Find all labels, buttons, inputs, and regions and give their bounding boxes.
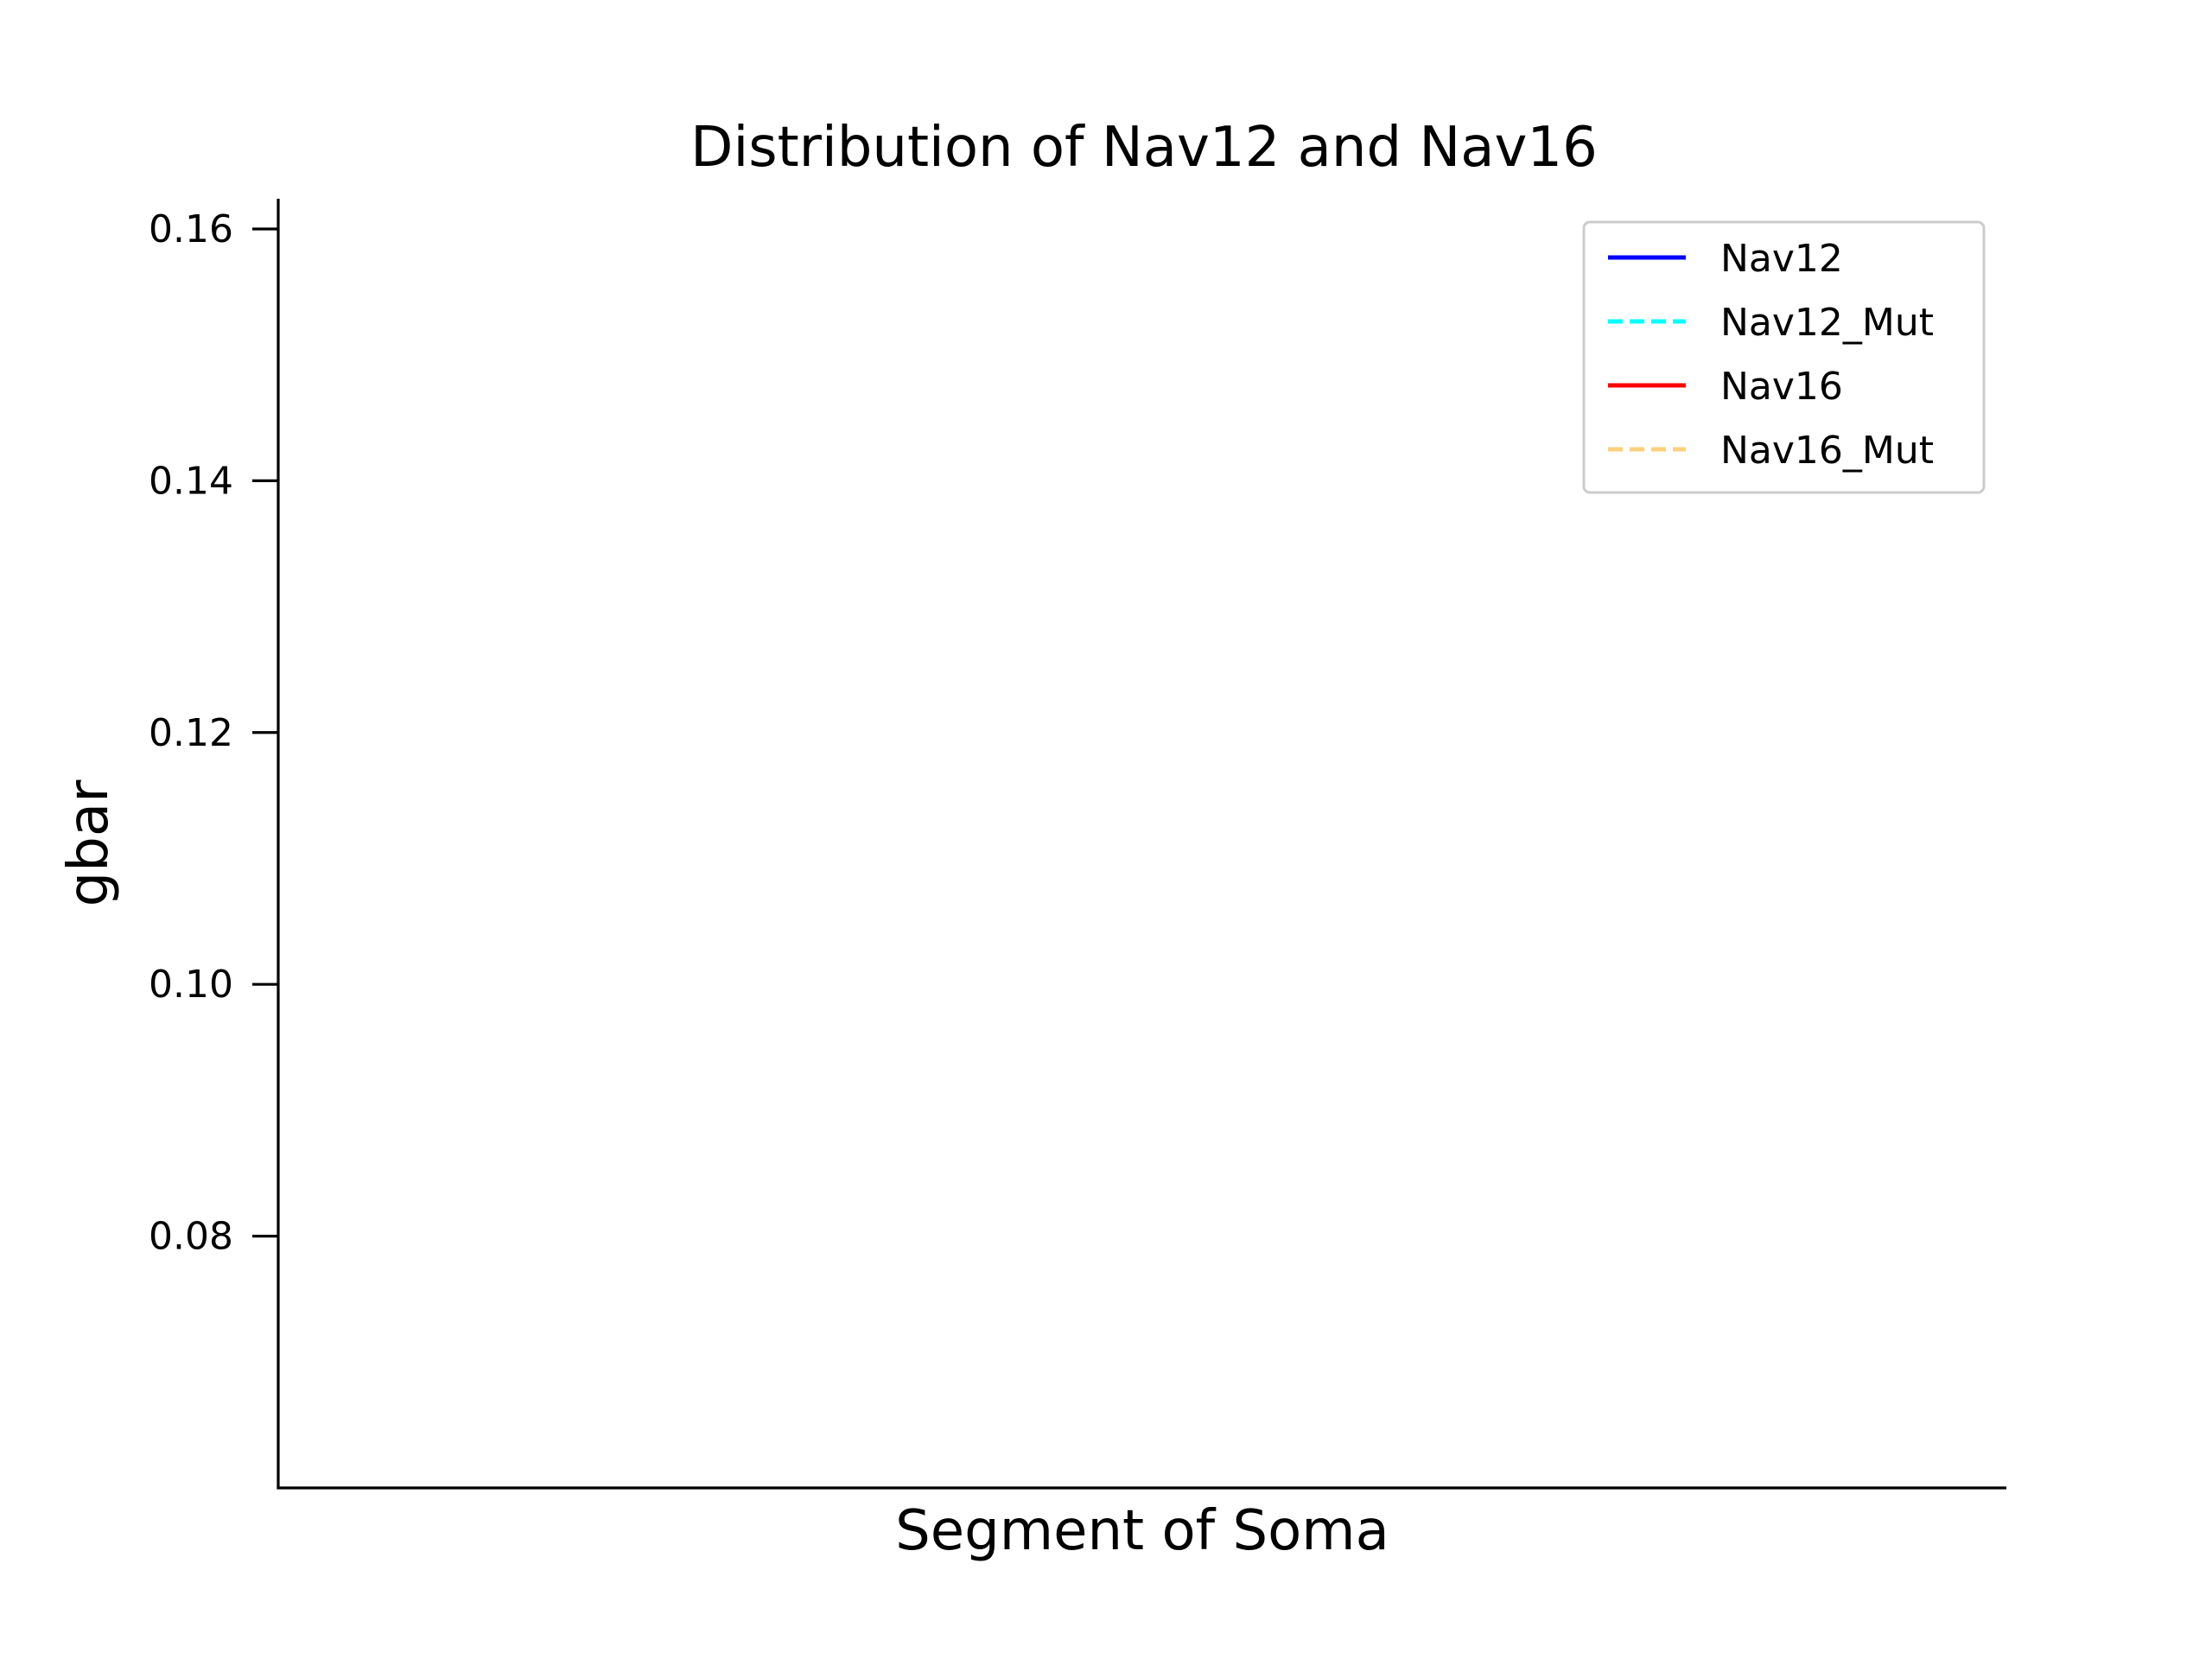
legend-label-nav12: Nav12 [1720, 237, 1843, 281]
y-tick-label: 0.10 [149, 963, 233, 1007]
legend-label-nav16-mut: Nav16_Mut [1720, 429, 1934, 473]
y-tick-label: 0.12 [149, 711, 233, 755]
y-tick-label: 0.16 [149, 207, 233, 251]
legend-entry-nav12-mut: Nav12_Mut [1608, 301, 1934, 345]
y-axis-ticks: 0.08 0.10 0.12 0.14 0.16 [149, 207, 278, 1259]
y-axis-label: gbar [57, 779, 121, 906]
x-axis-label: Segment of Soma [895, 1499, 1389, 1563]
y-tick-label: 0.14 [149, 459, 233, 503]
legend-label-nav16: Nav16 [1720, 365, 1843, 409]
legend-entry-nav12: Nav12 [1608, 237, 1843, 281]
legend-entry-nav16: Nav16 [1608, 365, 1843, 409]
legend-frame [1582, 220, 1986, 494]
legend: Nav12 Nav12_Mut Nav16 Nav16_Mut [1582, 220, 1986, 494]
legend-label-nav12-mut: Nav12_Mut [1720, 301, 1934, 345]
chart-title: Distribution of Nav12 and Nav16 [690, 116, 1598, 180]
y-tick-label: 0.08 [149, 1215, 233, 1259]
legend-entry-nav16-mut: Nav16_Mut [1608, 429, 1934, 473]
